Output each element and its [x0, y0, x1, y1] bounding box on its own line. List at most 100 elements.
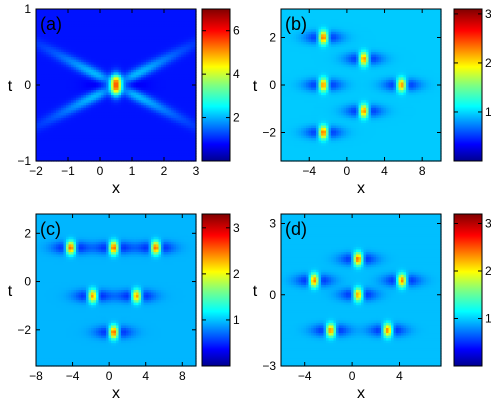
heatmap-cell — [111, 90, 115, 94]
heatmap-cell — [38, 24, 42, 28]
heatmap-cell — [158, 39, 162, 43]
heatmap-cell — [96, 47, 100, 51]
heatmap-cell — [48, 59, 52, 63]
heatmap-cell — [153, 59, 157, 63]
heatmap-cell — [121, 11, 125, 15]
heatmap-cell — [136, 44, 140, 48]
heatmap-cell — [171, 92, 175, 96]
heatmap-cell — [183, 82, 187, 86]
heatmap-cell — [141, 125, 145, 129]
heatmap-cell — [101, 39, 105, 43]
heatmap-cell — [38, 117, 42, 122]
heatmap-cell — [108, 24, 112, 28]
heatmap-cell — [111, 105, 115, 109]
heatmap-cell — [171, 52, 175, 56]
heatmap-cell — [98, 64, 102, 68]
heatmap-cell — [163, 16, 167, 20]
heatmap-cell — [78, 69, 82, 73]
heatmap-cell — [78, 123, 82, 127]
heatmap-cell — [158, 112, 162, 116]
heatmap-cell — [161, 11, 165, 15]
heatmap-cell — [188, 52, 192, 56]
heatmap-cell — [73, 117, 77, 122]
heatmap-cell — [66, 52, 70, 56]
heatmap-cell — [166, 120, 170, 124]
heatmap-cell — [183, 24, 187, 28]
heatmap-cell — [38, 110, 42, 114]
heatmap-cell — [178, 112, 182, 116]
panel-label: (a) — [40, 14, 62, 34]
heatmap-cell — [51, 112, 55, 116]
heatmap-cell — [48, 107, 52, 111]
heatmap-cell — [123, 11, 127, 15]
heatmap-cell — [156, 102, 160, 106]
heatmap-cell — [128, 57, 132, 61]
heatmap-cell — [161, 14, 165, 18]
heatmap-cell — [128, 41, 132, 46]
heatmap-cell — [186, 112, 190, 116]
heatmap-cell — [81, 97, 85, 101]
heatmap-cell — [176, 87, 180, 91]
heatmap-cell — [156, 67, 160, 71]
heatmap-cell — [123, 107, 127, 111]
heatmap-cell — [171, 11, 175, 15]
heatmap-cell — [138, 79, 142, 84]
heatmap-cell — [66, 128, 70, 132]
heatmap-cell — [68, 82, 72, 86]
heatmap-cell — [178, 19, 182, 23]
heatmap-cell — [83, 100, 87, 104]
heatmap-cell — [151, 19, 155, 23]
heatmap-cell — [173, 79, 177, 84]
heatmap-cell — [151, 92, 155, 96]
heatmap-cell — [61, 90, 65, 94]
heatmap-cell — [153, 125, 157, 129]
heatmap-cell — [131, 36, 135, 40]
heatmap-cell — [148, 85, 152, 89]
heatmap-cell — [193, 102, 197, 106]
heatmap-cell — [93, 52, 97, 56]
heatmap-cell — [48, 120, 52, 124]
heatmap-cell — [48, 128, 52, 132]
heatmap-cell — [191, 49, 195, 53]
heatmap-cell — [93, 62, 97, 66]
heatmap-cell — [188, 110, 192, 114]
heatmap-cell — [91, 31, 95, 35]
heatmap-cell — [91, 82, 95, 86]
heatmap-cell — [36, 49, 40, 53]
heatmap-cell — [43, 39, 47, 43]
heatmap-cell — [41, 74, 45, 78]
heatmap-cell — [93, 21, 97, 25]
heatmap-cell — [76, 31, 80, 35]
heatmap-cell — [191, 36, 195, 40]
heatmap-cell — [148, 34, 152, 38]
heatmap-cell — [133, 105, 137, 109]
heatmap-cell — [73, 85, 77, 89]
heatmap-cell — [43, 79, 47, 84]
heatmap-cell — [106, 95, 110, 99]
heatmap-cell — [78, 95, 82, 99]
heatmap-cell — [113, 90, 117, 94]
heatmap-cell — [113, 77, 117, 81]
heatmap-cell — [36, 79, 40, 84]
heatmap-cell — [168, 97, 172, 101]
heatmap-cell — [148, 74, 152, 78]
heatmap-cell — [53, 49, 57, 53]
heatmap-cell — [141, 105, 145, 109]
heatmap-cell — [193, 87, 197, 91]
heatmap-cell — [43, 107, 47, 111]
heatmap-cell — [101, 36, 105, 40]
heatmap-cell — [126, 87, 130, 91]
heatmap-cell — [103, 44, 107, 48]
heatmap-cell — [83, 105, 87, 109]
heatmap-cell — [38, 64, 42, 68]
heatmap-cell — [123, 69, 127, 73]
heatmap-cell — [188, 100, 192, 104]
heatmap-cell — [91, 79, 95, 84]
heatmap-cell — [141, 82, 145, 86]
heatmap-cell — [106, 74, 110, 78]
heatmap-cell — [61, 112, 65, 116]
heatmap-cell — [103, 29, 107, 33]
heatmap-cell — [188, 49, 192, 53]
heatmap-cell — [68, 41, 72, 46]
heatmap-cell — [126, 54, 130, 58]
